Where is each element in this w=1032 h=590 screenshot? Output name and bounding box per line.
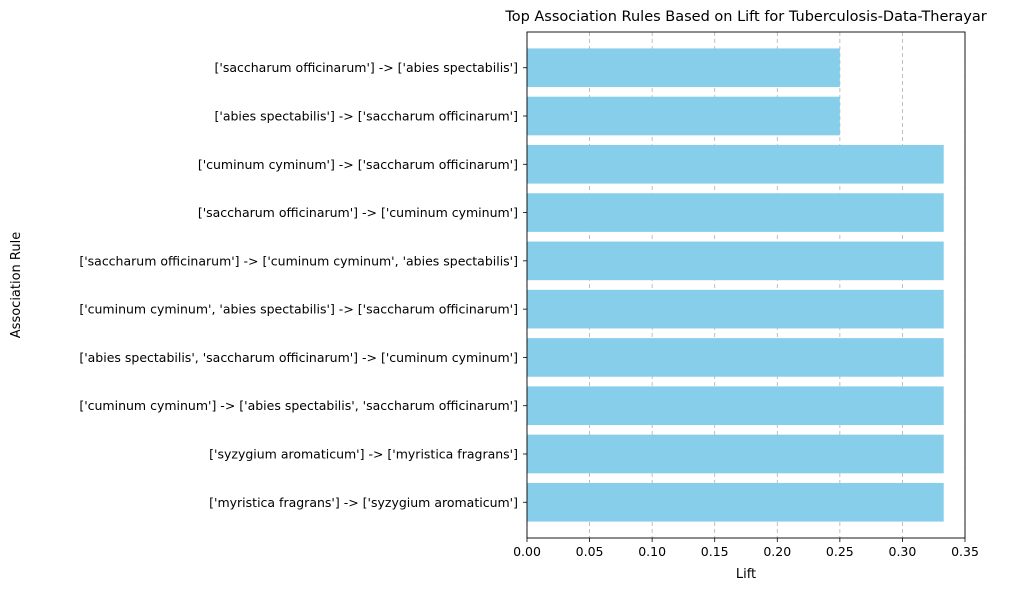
y-tick-label: ['cuminum cyminum'] -> ['abies spectabil… — [79, 398, 518, 413]
x-tick-label: 0.35 — [951, 544, 979, 559]
bar — [527, 338, 944, 377]
bar — [527, 193, 944, 232]
y-tick-label: ['saccharum officinarum'] -> ['abies spe… — [215, 60, 518, 75]
x-tick-label: 0.30 — [889, 544, 917, 559]
y-tick-label: ['syzygium aromaticum'] -> ['myristica f… — [209, 446, 518, 461]
x-tick-labels: 0.00 0.05 0.10 0.15 0.20 0.25 0.30 0.35 — [513, 538, 979, 559]
bar — [527, 48, 840, 88]
x-axis-title: Lift — [736, 567, 756, 582]
x-tick-label: 0.25 — [826, 544, 854, 559]
y-tick-label: ['saccharum officinarum'] -> ['cuminum c… — [79, 253, 518, 268]
y-tick-label: ['cuminum cyminum'] -> ['saccharum offic… — [198, 157, 518, 172]
bar — [527, 144, 944, 184]
x-tick-label: 0.05 — [576, 544, 604, 559]
bar — [527, 482, 944, 522]
y-tick-label: ['myristica fragrans'] -> ['syzygium aro… — [209, 495, 518, 510]
bars — [527, 48, 944, 522]
bar — [527, 289, 944, 329]
y-tick-label: ['cuminum cyminum', 'abies spectabilis']… — [79, 302, 518, 317]
y-tick-label: ['abies spectabilis'] -> ['saccharum off… — [215, 109, 518, 124]
bar — [527, 96, 840, 136]
x-tick-label: 0.20 — [763, 544, 791, 559]
x-tick-label: 0.00 — [513, 544, 541, 559]
bar — [527, 434, 944, 474]
y-tick-label: ['saccharum officinarum'] -> ['cuminum c… — [198, 205, 518, 220]
x-tick-label: 0.10 — [638, 544, 666, 559]
bar — [527, 241, 944, 281]
y-tick-labels: ['saccharum officinarum'] -> ['abies spe… — [79, 60, 527, 510]
plot-frame — [526, 31, 966, 539]
x-tick-label: 0.15 — [701, 544, 729, 559]
y-tick-label: ['abies spectabilis', 'saccharum officin… — [79, 350, 518, 365]
bar — [527, 386, 944, 426]
chart-title: Top Association Rules Based on Lift for … — [504, 9, 986, 25]
y-axis-title: Association Rule — [9, 232, 24, 338]
axes — [526, 31, 966, 539]
